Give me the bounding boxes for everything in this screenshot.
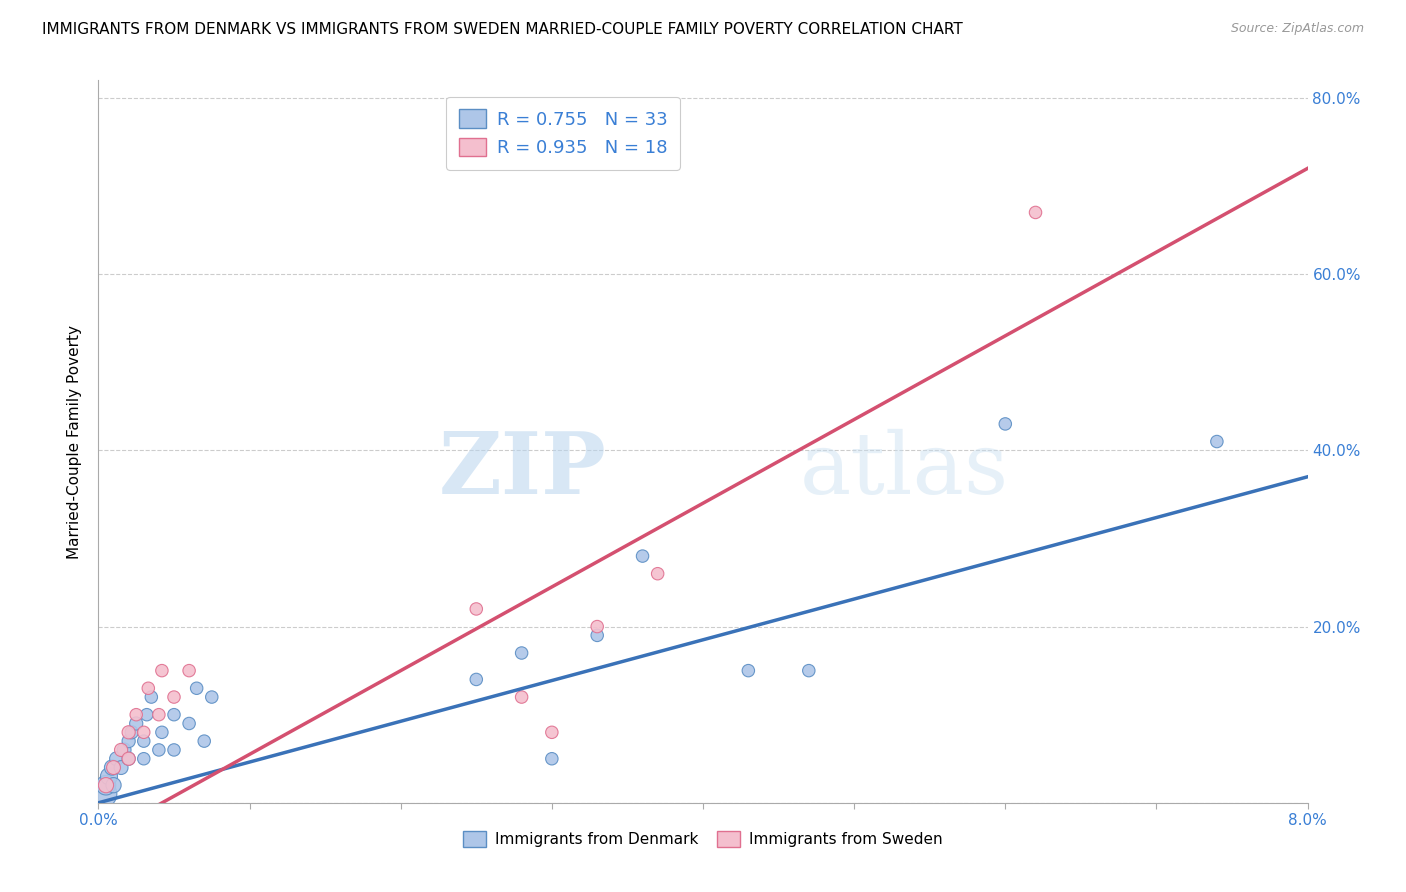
Point	[141, 690, 163, 704]
Point	[118, 752, 141, 766]
Point	[631, 549, 654, 563]
Point	[103, 778, 125, 792]
Point	[201, 690, 224, 704]
Point	[91, 787, 114, 801]
Point	[540, 725, 562, 739]
Point	[994, 417, 1017, 431]
Point	[179, 664, 201, 678]
Point	[125, 716, 148, 731]
Point	[1206, 434, 1229, 449]
Point	[1025, 205, 1047, 219]
Point	[94, 778, 117, 792]
Point	[186, 681, 208, 696]
Point	[586, 619, 609, 633]
Point	[98, 769, 121, 783]
Y-axis label: Married-Couple Family Poverty: Married-Couple Family Poverty	[67, 325, 83, 558]
Point	[150, 664, 173, 678]
Point	[132, 752, 155, 766]
Point	[163, 743, 186, 757]
Point	[540, 752, 562, 766]
Point	[105, 752, 128, 766]
Point	[148, 707, 170, 722]
Point	[150, 725, 173, 739]
Point	[110, 743, 132, 757]
Point	[125, 707, 148, 722]
Point	[110, 760, 132, 774]
Point	[136, 681, 159, 696]
Point	[101, 760, 124, 774]
Point	[737, 664, 759, 678]
Point	[647, 566, 669, 581]
Point	[118, 752, 141, 766]
Point	[118, 734, 141, 748]
Point	[112, 743, 135, 757]
Point	[135, 707, 157, 722]
Point	[121, 725, 143, 739]
Point	[163, 690, 186, 704]
Text: Source: ZipAtlas.com: Source: ZipAtlas.com	[1230, 22, 1364, 36]
Text: atlas: atlas	[800, 429, 1010, 512]
Point	[510, 690, 533, 704]
Point	[103, 760, 125, 774]
Text: ZIP: ZIP	[439, 428, 606, 512]
Point	[586, 628, 609, 642]
Legend: Immigrants from Denmark, Immigrants from Sweden: Immigrants from Denmark, Immigrants from…	[457, 825, 949, 853]
Point	[179, 716, 201, 731]
Point	[797, 664, 820, 678]
Point	[465, 602, 488, 616]
Point	[510, 646, 533, 660]
Point	[94, 778, 117, 792]
Text: IMMIGRANTS FROM DENMARK VS IMMIGRANTS FROM SWEDEN MARRIED-COUPLE FAMILY POVERTY : IMMIGRANTS FROM DENMARK VS IMMIGRANTS FR…	[42, 22, 963, 37]
Point	[465, 673, 488, 687]
Point	[132, 725, 155, 739]
Point	[132, 734, 155, 748]
Point	[118, 725, 141, 739]
Point	[148, 743, 170, 757]
Point	[163, 707, 186, 722]
Point	[193, 734, 215, 748]
